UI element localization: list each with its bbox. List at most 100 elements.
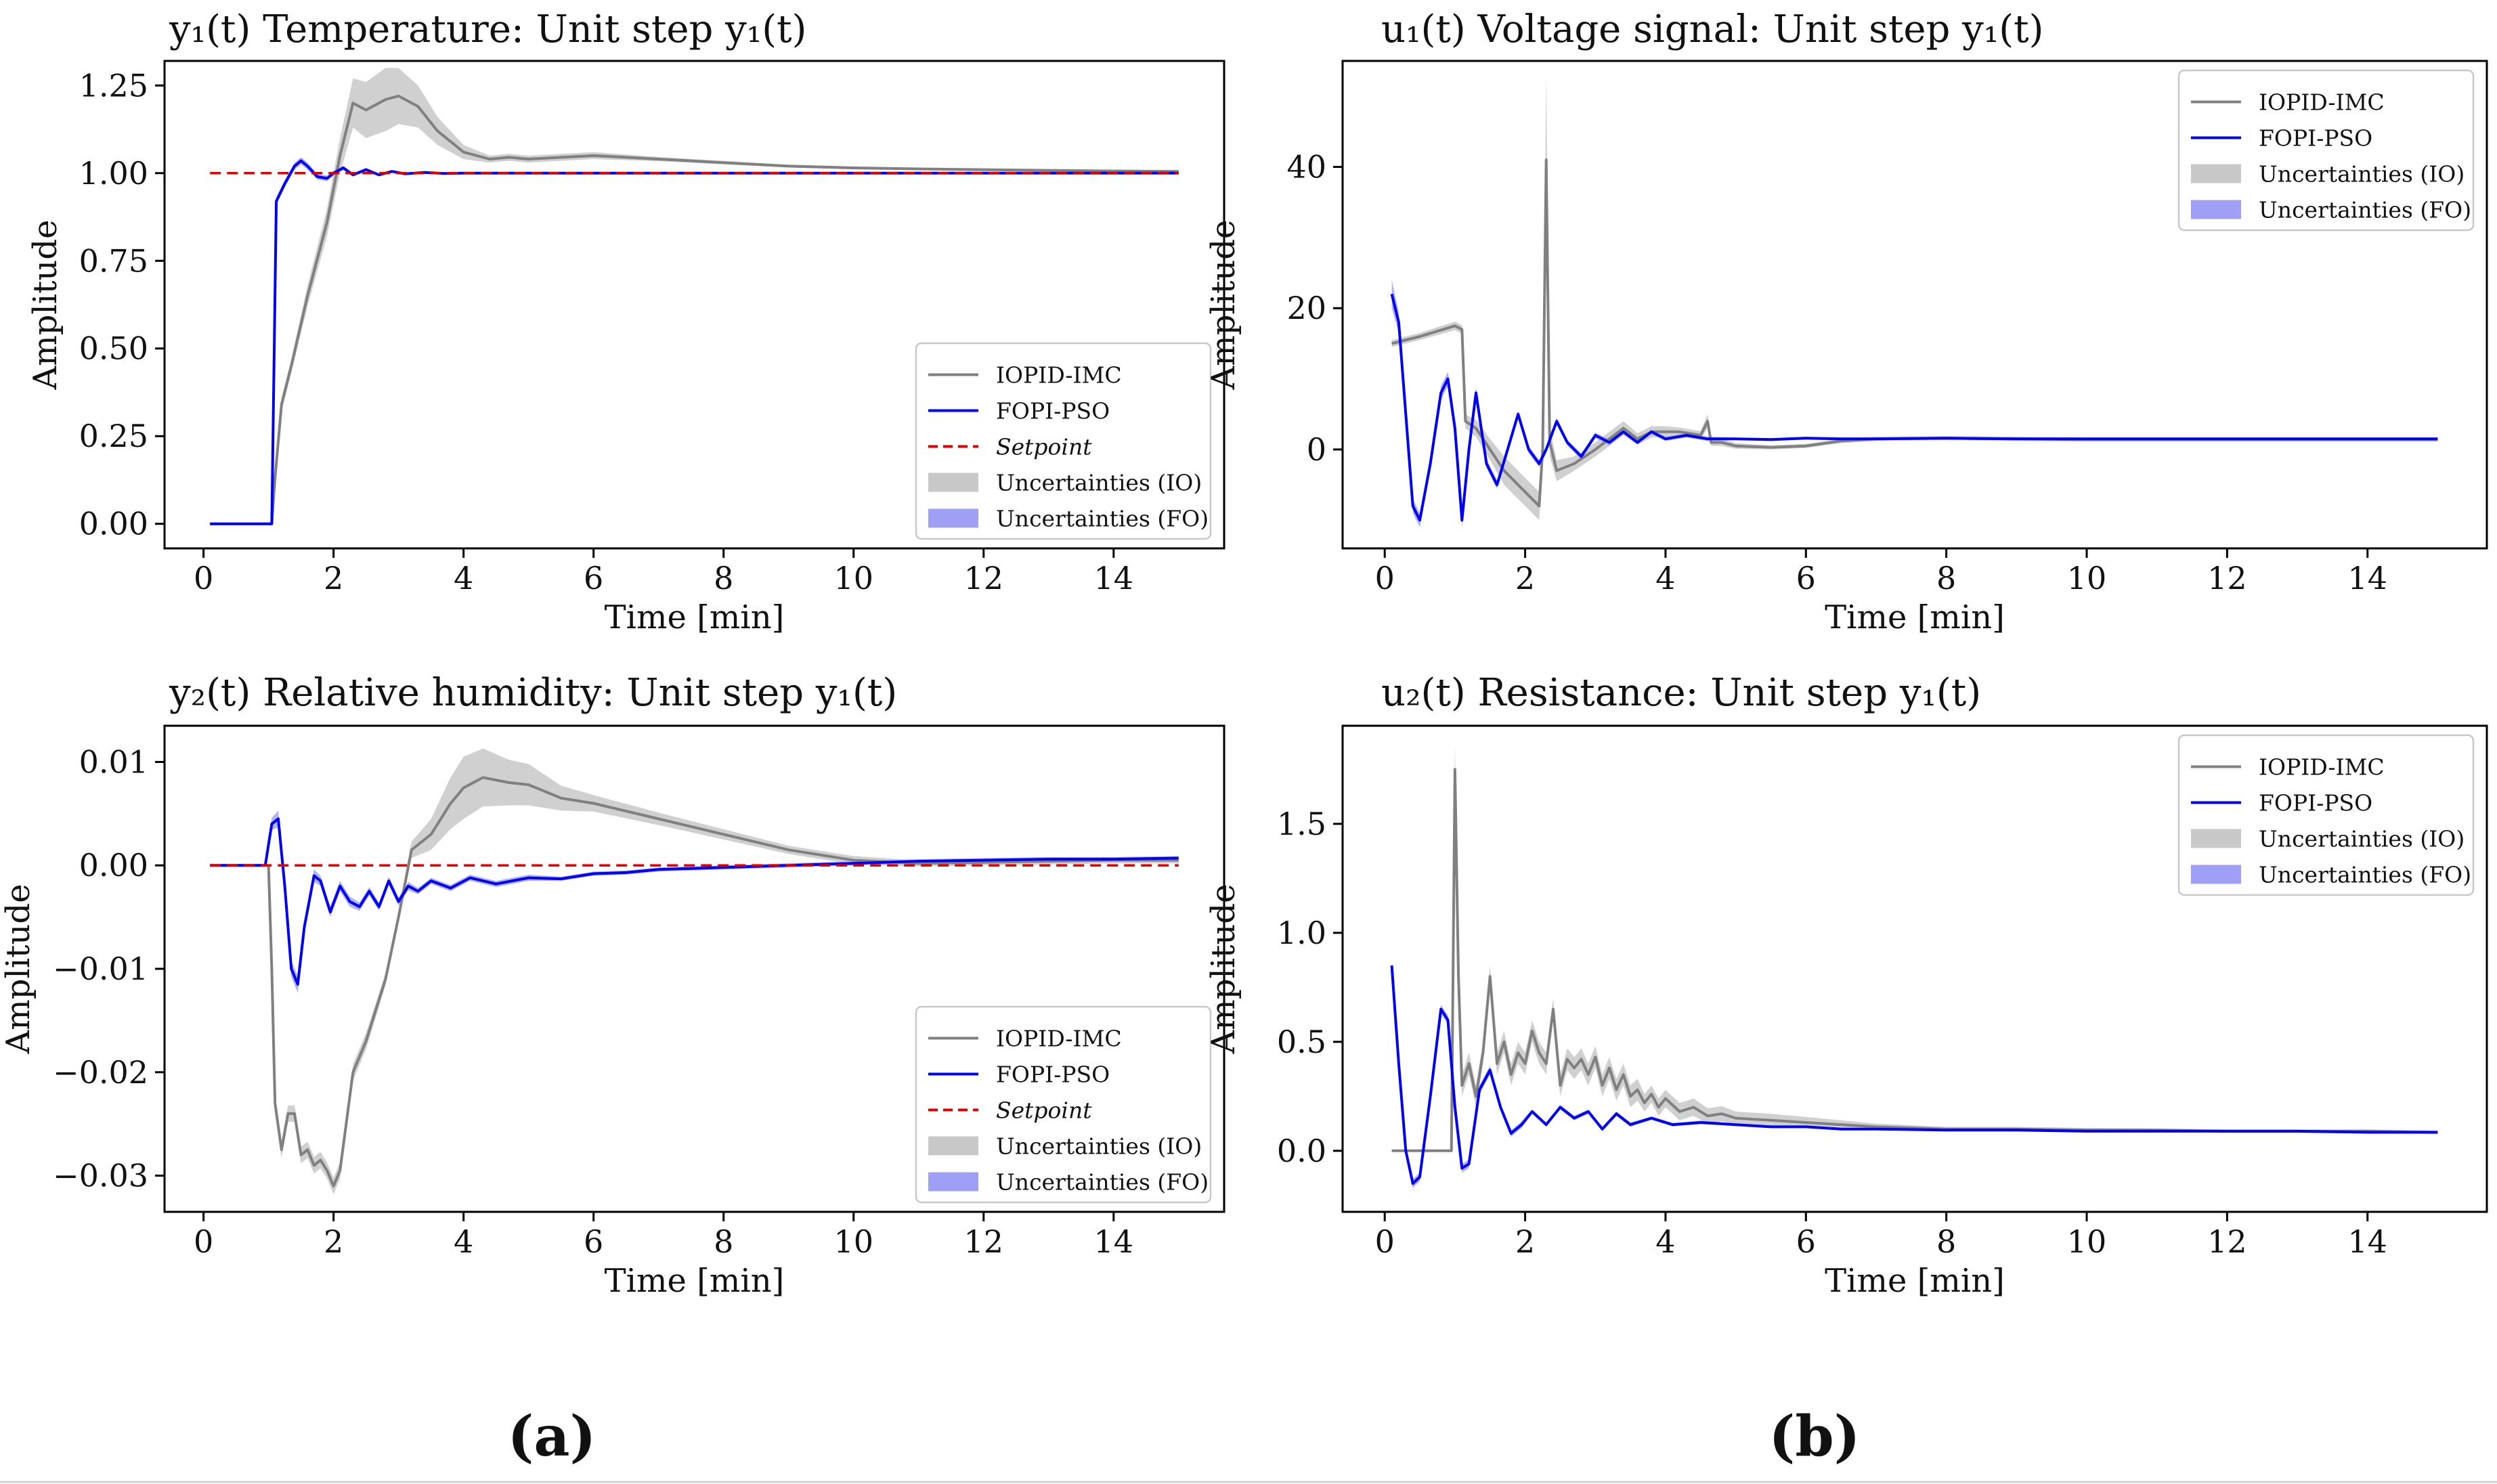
- x-tick-label: 6: [1796, 560, 1816, 596]
- legend-label-setpoint: Setpoint: [996, 1097, 1092, 1124]
- legend-label-uncertainties-io-: Uncertainties (IO): [996, 1133, 1202, 1160]
- x-tick-label: 2: [324, 1223, 343, 1260]
- x-tick-label: 2: [324, 560, 343, 596]
- legend-box: [2177, 69, 2475, 232]
- legend-label-uncertainties-io-: Uncertainties (IO): [996, 470, 1202, 496]
- x-tick-label: 14: [2347, 560, 2387, 596]
- legend-box: [915, 1005, 1212, 1204]
- x-tick-label: 6: [1796, 1223, 1816, 1260]
- legend-label-fopi-pso: FOPI-PSO: [996, 398, 1110, 424]
- y-tick-label: −0.03: [53, 1158, 148, 1194]
- legend-swatch-uncertainties-fo-: [928, 508, 978, 528]
- panel-label-a: (a): [508, 1404, 596, 1469]
- series-line-fopi-pso: [1390, 293, 2438, 522]
- legend-swatch-uncertainties-io-: [2191, 829, 2241, 848]
- x-tick-label: 10: [833, 1223, 873, 1260]
- x-tick-label: 0: [1375, 560, 1395, 596]
- x-tick-label: 6: [584, 560, 603, 596]
- axes-frame: [163, 60, 1225, 550]
- y-tick-label: −0.01: [53, 951, 148, 987]
- y-tick-label: 0.50: [79, 330, 148, 367]
- chart-u1: u₁(t) Voltage signal: Unit step y₁(t) 0 2 4…: [1204, 7, 2488, 636]
- chart-title: y₂(t) Relative humidity: Unit step y₁(t): [169, 671, 897, 715]
- legend-label-iopid-imc: IOPID-IMC: [996, 362, 1122, 389]
- uncertainty-band-fo: [210, 810, 1179, 993]
- plot-area: [1390, 743, 2438, 1188]
- y-tick-label: −0.02: [53, 1054, 148, 1091]
- legend-label-uncertainties-fo-: Uncertainties (FO): [2259, 197, 2471, 223]
- x-tick-label: 12: [2207, 560, 2247, 596]
- legend-swatch-uncertainties-fo-: [928, 1172, 978, 1192]
- x-axis-label: Time [min]: [1825, 1262, 2005, 1300]
- x-tick-label: 10: [2067, 560, 2107, 596]
- x-tick-label: 8: [1936, 560, 1956, 596]
- uncertainty-band-fo: [1391, 961, 2438, 1188]
- y-tick-label: 0.5: [1277, 1024, 1326, 1060]
- x-tick-label: 4: [1655, 1223, 1675, 1260]
- x-tick-label: 4: [1655, 560, 1675, 596]
- x-tick-label: 8: [714, 1223, 733, 1260]
- series-line-iopid-imc: [210, 94, 1179, 525]
- legend-swatch-uncertainties-io-: [928, 473, 978, 492]
- uncertainty-band-io: [210, 68, 1179, 524]
- y-tick-label: 0.25: [79, 418, 148, 454]
- series-line-fopi-pso: [210, 159, 1179, 525]
- x-axis-label: Time [min]: [605, 598, 785, 636]
- y-axis-label: Amplitude: [1204, 220, 1242, 391]
- legend-label-iopid-imc: IOPID-IMC: [996, 1026, 1122, 1052]
- x-axis-label: Time [min]: [605, 1262, 785, 1300]
- legend: IOPID-IMC FOPI-PSO Uncertainties (IO) Uncer…: [2177, 734, 2475, 896]
- x-tick-label: 4: [454, 560, 473, 596]
- axes-frame: [1341, 724, 2488, 1213]
- y-tick-label: 1.5: [1277, 806, 1326, 842]
- legend: IOPID-IMC FOPI-PSO Setpoint Uncertainties (…: [915, 1005, 1212, 1204]
- x-tick-label: 0: [194, 1223, 213, 1260]
- x-tick-label: 12: [2207, 1223, 2247, 1260]
- legend-label-uncertainties-io-: Uncertainties (IO): [2259, 161, 2465, 188]
- legend-label-fopi-pso: FOPI-PSO: [2259, 125, 2372, 152]
- y-tick-label: 1.25: [79, 67, 148, 104]
- x-tick-label: 8: [1936, 1223, 1956, 1260]
- x-axis-label: Time [min]: [1825, 598, 2005, 636]
- y-axis-label: Amplitude: [0, 884, 37, 1055]
- x-tick-label: 10: [833, 560, 873, 596]
- plot-area: [1390, 74, 2438, 527]
- chart-title: u₂(t) Resistance: Unit step y₁(t): [1381, 671, 1981, 715]
- chart-title: y₁(t) Temperature: Unit step y₁(t): [169, 7, 806, 51]
- legend-label-iopid-imc: IOPID-IMC: [2259, 89, 2385, 116]
- x-tick-label: 12: [963, 1223, 1003, 1260]
- legend: IOPID-IMC FOPI-PSO Uncertainties (IO) Uncer…: [2177, 69, 2475, 232]
- chart-y1: y₁(t) Temperature: Unit step y₁(t) 0 2 4 6 8 1…: [26, 7, 1225, 636]
- chart-u2: u₂(t) Resistance: Unit step y₁(t) 0 2 4 6 8 10…: [1204, 671, 2488, 1300]
- x-tick-label: 14: [2347, 1223, 2387, 1260]
- x-tick-label: 12: [963, 560, 1003, 596]
- chart-title: u₁(t) Voltage signal: Unit step y₁(t): [1381, 7, 2043, 51]
- legend-swatch-uncertainties-io-: [928, 1136, 978, 1156]
- y-tick-label: 1.0: [1277, 915, 1326, 951]
- y-tick-label: 20: [1286, 290, 1326, 326]
- legend-label-fopi-pso: FOPI-PSO: [996, 1062, 1110, 1088]
- y-axis-label: Amplitude: [1204, 884, 1242, 1055]
- plot-area: [210, 68, 1179, 525]
- y-tick-label: 0.75: [79, 242, 148, 279]
- y-tick-label: 0.00: [79, 847, 148, 883]
- x-tick-label: 6: [584, 1223, 603, 1260]
- y-tick-label: 0: [1307, 431, 1326, 468]
- charts-layer: y₁(t) Temperature: Unit step y₁(t) 0 2 4 6 8 1…: [0, 7, 2488, 1300]
- x-tick-label: 2: [1515, 560, 1535, 596]
- legend-box: [915, 342, 1212, 540]
- chart-y2: y₂(t) Relative humidity: Unit step y₁(t)…: [0, 671, 1225, 1300]
- legend-swatch-uncertainties-fo-: [2191, 865, 2241, 884]
- y-tick-label: 0.01: [79, 743, 148, 780]
- legend-swatch-uncertainties-io-: [2191, 164, 2241, 183]
- y-tick-label: 40: [1286, 149, 1326, 186]
- legend-label-uncertainties-io-: Uncertainties (IO): [2259, 826, 2465, 852]
- panel-label-b: (b): [1769, 1404, 1861, 1469]
- x-tick-label: 0: [194, 560, 213, 596]
- legend: IOPID-IMC FOPI-PSO Setpoint Uncertainties (…: [915, 342, 1212, 540]
- legend-label-uncertainties-fo-: Uncertainties (FO): [996, 1169, 1209, 1196]
- legend-label-setpoint: Setpoint: [996, 434, 1092, 460]
- y-axis-label: Amplitude: [26, 220, 64, 391]
- series-line-iopid-imc: [1391, 768, 2438, 1152]
